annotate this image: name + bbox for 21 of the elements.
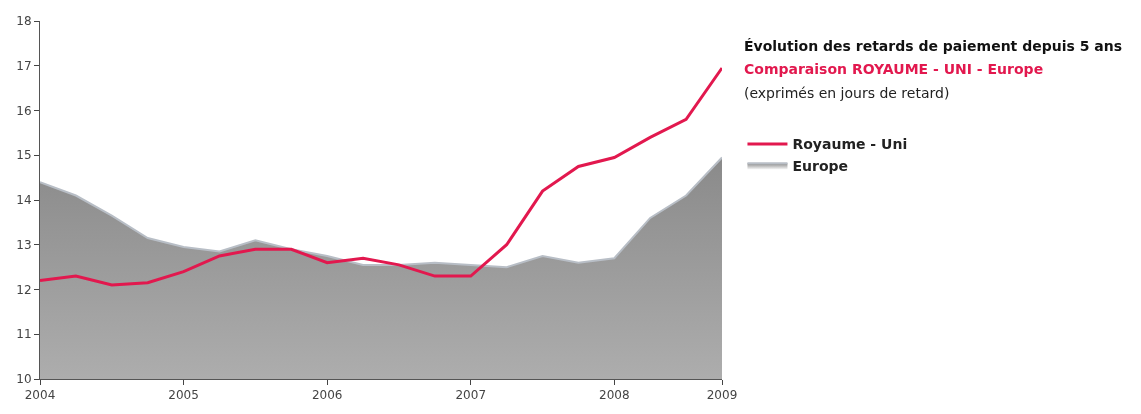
y-tick-label: 10	[16, 372, 32, 387]
x-tick-label: 2009	[706, 388, 738, 403]
y-tick-label: 12	[16, 282, 32, 297]
y-tick-label: 11	[16, 327, 32, 342]
text: (exprimés en jours de retard)	[744, 85, 950, 101]
x-tick-label: 2007	[455, 388, 487, 403]
legend-label: Royaume - Uni	[792, 136, 908, 153]
legend-label: Europe	[792, 157, 849, 174]
x-tick-label: 2006	[311, 388, 343, 403]
y-tick-label: 17	[16, 58, 32, 73]
x-tick-label: 2008	[599, 388, 630, 403]
y-tick-label: 18	[16, 14, 32, 29]
x-tick-label: 2004	[24, 388, 56, 403]
line-series	[40, 66, 722, 287]
text: Évolution des retards de paiement depuis 5 ans	[744, 38, 1123, 54]
x-tick-label: 2005	[168, 388, 199, 403]
y-tick-label: 15	[16, 148, 32, 163]
y-tick-label: 14	[16, 193, 32, 208]
y-tick-label: 13	[16, 237, 32, 252]
text: Comparaison ROYAUME - UNI - Europe	[744, 61, 1044, 77]
y-tick-label: 16	[16, 103, 32, 118]
